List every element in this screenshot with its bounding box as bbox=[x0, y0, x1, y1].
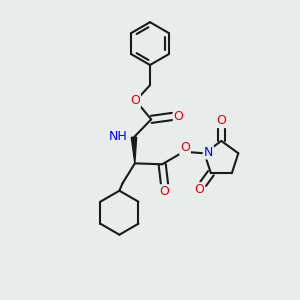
Text: NH: NH bbox=[109, 130, 128, 143]
Text: O: O bbox=[160, 185, 170, 198]
Text: O: O bbox=[194, 183, 204, 196]
Polygon shape bbox=[131, 137, 136, 164]
Text: O: O bbox=[130, 94, 140, 107]
Text: O: O bbox=[180, 141, 190, 154]
Text: N: N bbox=[204, 146, 213, 159]
Text: O: O bbox=[216, 114, 226, 127]
Text: O: O bbox=[174, 110, 184, 123]
